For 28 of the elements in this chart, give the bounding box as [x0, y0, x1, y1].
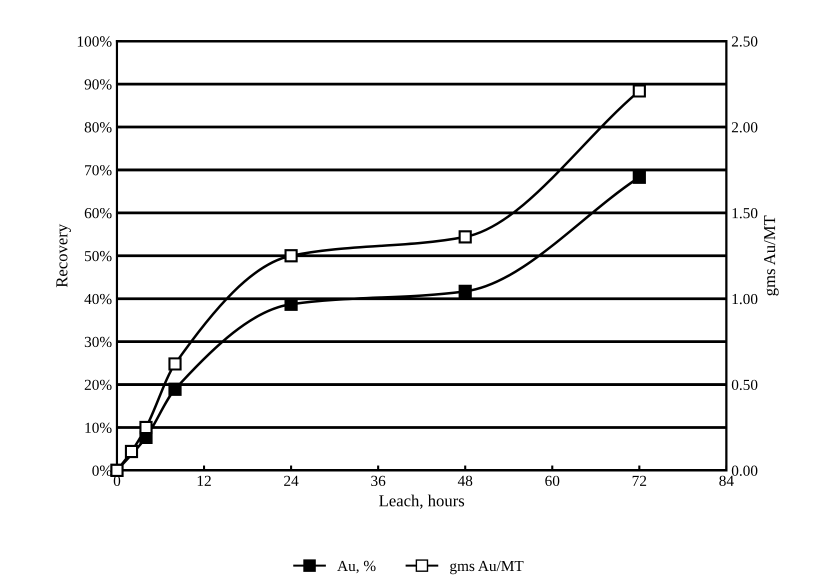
y2-axis-title: gms Au/MT: [764, 216, 779, 296]
y-tick-label: 30%: [84, 336, 112, 348]
x-tick-label: 36: [371, 476, 386, 486]
y-tick-label: 80%: [84, 122, 112, 133]
legend-label: gms Au/MT: [450, 560, 524, 574]
x-tick-label: 84: [719, 476, 734, 486]
y2-tick-label: 0.00: [732, 466, 758, 476]
y-tick-label: 100%: [78, 36, 112, 47]
x-tick-label: 48: [458, 476, 472, 486]
y-tick-label: 10%: [85, 422, 112, 433]
x-tick-label: 72: [632, 476, 646, 486]
y-tick-label: 60%: [84, 208, 112, 218]
legend-label: Au, %: [337, 560, 376, 574]
y-axis-title: Recovery: [56, 224, 71, 288]
y2-tick-label: 2.50: [732, 36, 758, 47]
y-tick-label: 20%: [84, 380, 112, 390]
x-tick-label: 12: [198, 476, 211, 486]
y-tick-label: 50%: [84, 250, 112, 262]
y-tick-label: 70%: [85, 165, 112, 176]
y2-tick-label: 1.50: [732, 208, 758, 218]
y-tick-label: 40%: [84, 294, 112, 304]
y2-tick-label: 1.00: [732, 294, 758, 304]
x-axis-title: Leach, hours: [379, 494, 464, 509]
x-tick-label: 24: [284, 476, 298, 486]
y2-tick-label: 0.50: [732, 380, 758, 390]
x-tick-label: 60: [545, 476, 560, 486]
y-tick-label: 90%: [84, 79, 112, 90]
y2-tick-label: 2.00: [732, 122, 758, 133]
